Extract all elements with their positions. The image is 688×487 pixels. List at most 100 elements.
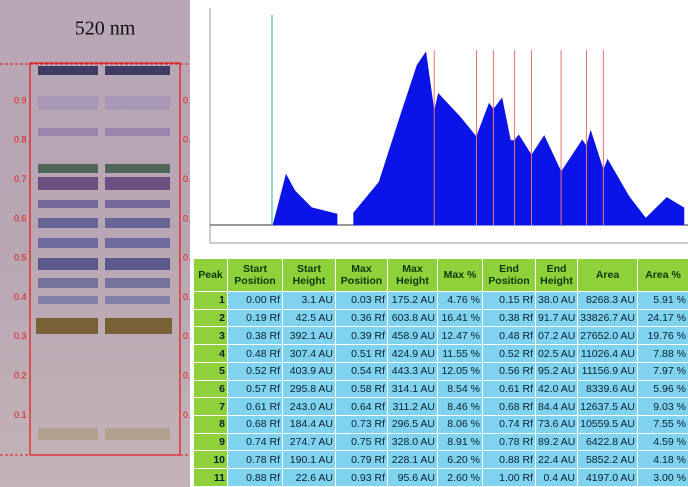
cell: 12.47 % [438, 327, 483, 345]
cell: 12.05 % [438, 362, 483, 380]
cell: 7.97 % [638, 362, 688, 380]
cell: 42.5 AU [283, 309, 336, 327]
rf-label-right: 0. [183, 174, 191, 184]
cell: 0.39 Rf [336, 327, 388, 345]
cell: 89.2 AU [536, 433, 578, 451]
cell: 8.91 % [438, 433, 483, 451]
cell: 0.48 Rf [228, 345, 283, 363]
cell: 9.03 % [638, 398, 688, 416]
cell: 7.55 % [638, 416, 688, 434]
cell: 8.46 % [438, 398, 483, 416]
cell: 11156.9 AU [578, 362, 638, 380]
cell: 22.4 AU [536, 451, 578, 469]
cell: 22.6 AU [283, 469, 336, 487]
cell: 175.2 AU [388, 292, 438, 310]
cell: 4.59 % [638, 433, 688, 451]
rf-label-left: 0.5 [14, 253, 27, 263]
cell: 0.48 Rf [483, 327, 536, 345]
rf-label-left: 0.1 [14, 410, 27, 420]
column-header: Start Position [228, 259, 283, 292]
cell: 73.6 AU [536, 416, 578, 434]
cell: 0.58 Rf [336, 380, 388, 398]
rf-label-right: 0. [183, 292, 191, 302]
cell: 458.9 AU [388, 327, 438, 345]
cell: 16.41 % [438, 309, 483, 327]
cell: 7.88 % [638, 345, 688, 363]
cell: 8268.3 AU [578, 292, 638, 310]
rf-label-right: 0. [183, 135, 191, 145]
cell: 0.64 Rf [336, 398, 388, 416]
rf-label-right: 0. [183, 253, 191, 263]
cell: 228.1 AU [388, 451, 438, 469]
cell: 4.76 % [438, 292, 483, 310]
cell: 07.2 AU [536, 327, 578, 345]
table-row: 20.19 Rf42.5 AU0.36 Rf603.8 AU16.41 %0.3… [194, 309, 688, 327]
cell: 12637.5 AU [578, 398, 638, 416]
cell: 0.74 Rf [228, 433, 283, 451]
cell: 296.5 AU [388, 416, 438, 434]
column-header: Start Height [283, 259, 336, 292]
cell: 6422.8 AU [578, 433, 638, 451]
cell: 0.03 Rf [336, 292, 388, 310]
cell: 603.8 AU [388, 309, 438, 327]
cell: 1.00 Rf [483, 469, 536, 487]
cell: 0.78 Rf [228, 451, 283, 469]
rf-label-right: 0. [183, 331, 191, 341]
rf-label-right: 0. [183, 95, 191, 105]
cell: 0.79 Rf [336, 451, 388, 469]
cell: 190.1 AU [283, 451, 336, 469]
cell: 243.0 AU [283, 398, 336, 416]
column-header: Peak [194, 259, 228, 292]
cell: 0.52 Rf [483, 345, 536, 363]
cell: 4197.0 AU [578, 469, 638, 487]
rf-label-left: 0.9 [14, 95, 27, 105]
column-header: End Height [536, 259, 578, 292]
cell: 38.0 AU [536, 292, 578, 310]
table-row: 70.61 Rf243.0 AU0.64 Rf311.2 AU8.46 %0.6… [194, 398, 688, 416]
cell: 11.55 % [438, 345, 483, 363]
column-header: Max Height [388, 259, 438, 292]
rf-label-left: 0.7 [14, 174, 27, 184]
cell: 0.75 Rf [336, 433, 388, 451]
cell: 0.00 Rf [228, 292, 283, 310]
column-header: Area % [638, 259, 688, 292]
rf-label-right: 0. [183, 213, 191, 223]
cell: 314.1 AU [388, 380, 438, 398]
peak-number: 11 [194, 469, 228, 487]
cell: 0.52 Rf [228, 362, 283, 380]
cell: 8.54 % [438, 380, 483, 398]
peak-number: 3 [194, 327, 228, 345]
cell: 392.1 AU [283, 327, 336, 345]
cell: 10559.5 AU [578, 416, 638, 434]
cell: 6.20 % [438, 451, 483, 469]
rf-label-left: 0.2 [14, 370, 27, 380]
rf-label-left: 0.6 [14, 213, 27, 223]
cell: 0.73 Rf [336, 416, 388, 434]
column-header: Area [578, 259, 638, 292]
density-area [354, 53, 684, 225]
cell: 0.54 Rf [336, 362, 388, 380]
cell: 95.6 AU [388, 469, 438, 487]
cell: 311.2 AU [388, 398, 438, 416]
cell: 0.74 Rf [483, 416, 536, 434]
peak-number: 1 [194, 292, 228, 310]
cell: 91.7 AU [536, 309, 578, 327]
cell: 3.1 AU [283, 292, 336, 310]
cell: 33826.7 AU [578, 309, 638, 327]
cell: 403.9 AU [283, 362, 336, 380]
table-row: 30.38 Rf392.1 AU0.39 Rf458.9 AU12.47 %0.… [194, 327, 688, 345]
cell: 3.00 % [638, 469, 688, 487]
cell: 0.51 Rf [336, 345, 388, 363]
rf-label-left: 0.8 [14, 135, 27, 145]
cell: 2.60 % [438, 469, 483, 487]
cell: 0.57 Rf [228, 380, 283, 398]
cell: 27652.0 AU [578, 327, 638, 345]
cell: 0.78 Rf [483, 433, 536, 451]
cell: 307.4 AU [283, 345, 336, 363]
rf-label-left: 0.4 [14, 292, 27, 302]
peak-number: 8 [194, 416, 228, 434]
